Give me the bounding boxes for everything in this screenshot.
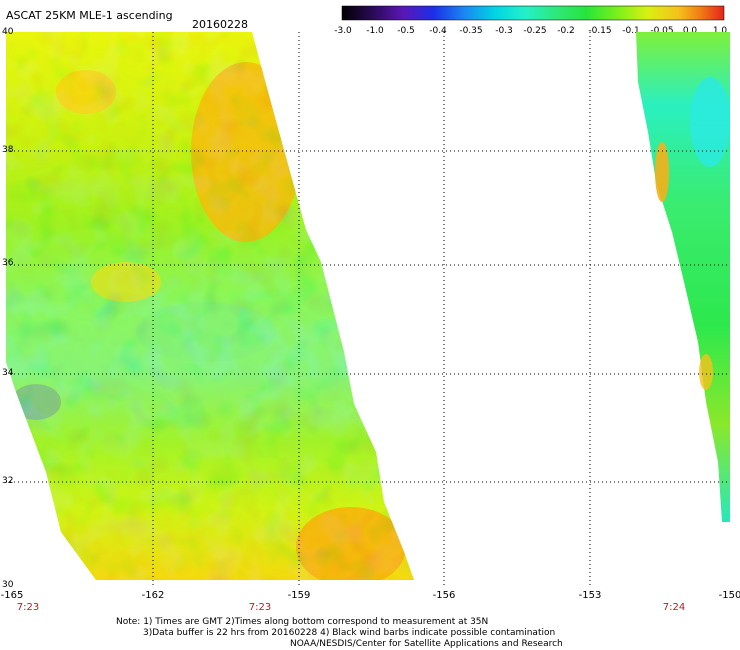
latitude-label: 40 (2, 27, 14, 37)
note-line-3: NOAA/NESDIS/Center for Satellite Applica… (290, 639, 563, 649)
colorbar-label: -0.1 (622, 26, 640, 36)
colorbar-label: -3.0 (334, 26, 352, 36)
latitude-label: 38 (2, 145, 14, 155)
latitude-label: 34 (2, 368, 14, 378)
colorbar-label: -0.05 (650, 26, 674, 36)
colorbar-label: 1.0 (712, 26, 728, 36)
longitude-label: -159 (287, 590, 311, 601)
longitude-label: -156 (432, 590, 456, 601)
colorbar-label: -0.3 (495, 26, 513, 36)
colorbar-label: -0.35 (459, 26, 483, 36)
pass-time-label: 7:23 (16, 602, 40, 613)
note-line-1: Note: 1) Times are GMT 2)Times along bot… (116, 617, 489, 627)
swath-map (6, 32, 730, 585)
colorbar-label: -0.2 (557, 26, 575, 36)
pass-time-label: 7:24 (662, 602, 686, 613)
colorbar-label: -0.15 (588, 26, 612, 36)
colorbar (341, 5, 725, 21)
latitude-label: 36 (2, 258, 14, 268)
latitude-label: 30 (2, 580, 14, 590)
longitude-label: -165 (0, 590, 24, 601)
colorbar-label: -0.25 (523, 26, 547, 36)
longitude-label: -153 (578, 590, 602, 601)
longitude-label: -150 (718, 590, 740, 601)
colorbar-label: 0.0 (682, 26, 698, 36)
swath-east (636, 32, 730, 522)
latitude-label: 32 (2, 476, 14, 486)
colorbar-label: -1.0 (366, 26, 384, 36)
pass-time-label: 7:23 (248, 602, 272, 613)
map-title: ASCAT 25KM MLE-1 ascending (6, 9, 173, 22)
map-date: 20160228 (192, 18, 248, 31)
longitude-label: -162 (141, 590, 165, 601)
swath-west (6, 32, 414, 580)
colorbar-label: -0.4 (429, 26, 447, 36)
graticule (6, 32, 730, 585)
colorbar-label: -0.5 (397, 26, 415, 36)
note-line-2: 3)Data buffer is 22 hrs from 20160228 4)… (143, 628, 556, 638)
colorbar-gradient (341, 5, 725, 21)
